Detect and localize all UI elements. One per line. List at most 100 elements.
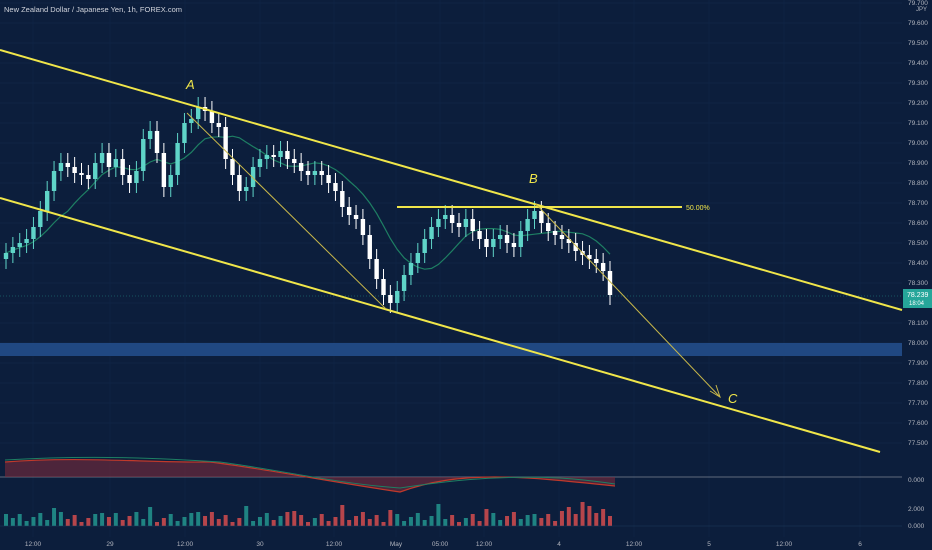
candle-body xyxy=(292,159,297,163)
channel-lower-line[interactable] xyxy=(0,197,881,453)
volume-bar xyxy=(86,518,91,526)
candle-body xyxy=(127,175,132,183)
fib-level-label: 50.00% xyxy=(686,205,710,212)
price-tick-label: 79.200 xyxy=(908,100,928,107)
volume-bar xyxy=(65,519,70,526)
volume-bar xyxy=(319,514,324,526)
volume-bar xyxy=(436,504,441,526)
candle-body xyxy=(552,231,558,235)
volume-bar xyxy=(175,521,180,526)
candle-body xyxy=(408,263,414,275)
price-tick-label: 77.700 xyxy=(908,400,928,407)
volume-bar xyxy=(326,521,331,526)
time-tick-label: 05:00 xyxy=(432,541,449,548)
oscillator-macd-line xyxy=(4,456,616,489)
price-tick-label: 77.500 xyxy=(908,440,928,447)
grid xyxy=(0,0,902,537)
volume-bar xyxy=(244,506,249,526)
volume-bar xyxy=(182,517,187,526)
current-price-value: 78.239 xyxy=(907,292,929,299)
volume-bar xyxy=(566,507,571,526)
candle-body xyxy=(120,159,125,175)
candle-body xyxy=(401,275,407,291)
volume-bar xyxy=(484,509,489,526)
candle-body xyxy=(449,215,455,223)
volume-bar xyxy=(374,515,379,526)
candle-body xyxy=(436,219,441,227)
candle-body xyxy=(415,253,421,263)
channel-upper-line[interactable] xyxy=(0,49,903,311)
volume-bar xyxy=(38,513,43,526)
candle-body xyxy=(333,183,338,191)
candle-body xyxy=(168,175,173,187)
candle-body xyxy=(559,235,565,239)
time-axis: 12:00 29 12:00 30 12:00 May 05:00 12:00 4 12:00 5 1… xyxy=(25,541,862,548)
volume-bar xyxy=(168,514,173,526)
candle-body xyxy=(72,167,77,173)
candle-body xyxy=(491,239,496,247)
candle-body xyxy=(525,219,530,231)
candle-body xyxy=(566,239,572,243)
volume-bar xyxy=(312,518,317,526)
candle-body xyxy=(38,211,43,227)
candle-body xyxy=(264,155,270,159)
candle-body xyxy=(285,151,290,159)
candle-body xyxy=(594,259,599,263)
candle-body xyxy=(237,175,242,191)
volume-bar xyxy=(470,514,475,526)
volume-bar xyxy=(498,520,503,526)
volume-bar xyxy=(408,517,413,526)
support-zone xyxy=(0,343,902,356)
candle-body xyxy=(504,235,510,243)
volume-bar xyxy=(388,510,393,526)
volume-bar xyxy=(587,506,592,526)
candle-body xyxy=(271,155,276,157)
volume-bar xyxy=(113,513,118,526)
currency-label: JPY xyxy=(916,7,927,13)
candle-body xyxy=(141,139,146,171)
candle-body xyxy=(443,215,448,219)
candle-body xyxy=(31,227,36,239)
candle-body xyxy=(319,171,324,175)
time-tick-label: 12:00 xyxy=(25,541,42,548)
volume-bar xyxy=(463,518,468,526)
candle-body xyxy=(518,231,523,247)
candle-body xyxy=(93,163,98,179)
candle-body xyxy=(532,211,537,219)
candle-body xyxy=(422,239,427,253)
candle-body xyxy=(134,171,139,183)
price-tick-label: 78.100 xyxy=(908,320,928,327)
candle-body xyxy=(230,159,235,175)
candle-body xyxy=(353,215,359,219)
volume-bar xyxy=(4,514,8,526)
volume-bar xyxy=(58,512,63,526)
volume-bar xyxy=(209,512,214,526)
candle-body xyxy=(86,175,91,179)
symbol-title[interactable]: New Zealand Dollar / Japanese Yen, 1h, F… xyxy=(4,5,182,14)
volume-bar xyxy=(573,514,578,526)
volume-bar xyxy=(278,516,283,526)
candle-body xyxy=(546,223,551,231)
candle-body xyxy=(113,159,119,167)
volume-bar xyxy=(559,511,564,526)
candle-body xyxy=(65,163,70,167)
candle-body xyxy=(326,175,331,183)
volume-bar xyxy=(216,519,221,526)
price-tick-label: 78.600 xyxy=(908,220,928,227)
volume-bar xyxy=(381,522,386,526)
candle-body xyxy=(44,191,50,211)
candle-body xyxy=(539,211,544,223)
volume-bar xyxy=(443,519,448,526)
candle-body xyxy=(161,153,167,187)
volume-bar xyxy=(271,520,276,526)
candle-countdown: 18:04 xyxy=(909,301,925,307)
volume-bar xyxy=(491,513,496,526)
volume-bar xyxy=(422,520,427,526)
volume-bar xyxy=(367,519,372,526)
volume-bar xyxy=(52,508,57,526)
wave-label-b: B xyxy=(529,171,538,186)
volume-bar xyxy=(72,515,77,526)
volume-bar xyxy=(402,521,407,526)
volume-bar xyxy=(106,517,111,526)
